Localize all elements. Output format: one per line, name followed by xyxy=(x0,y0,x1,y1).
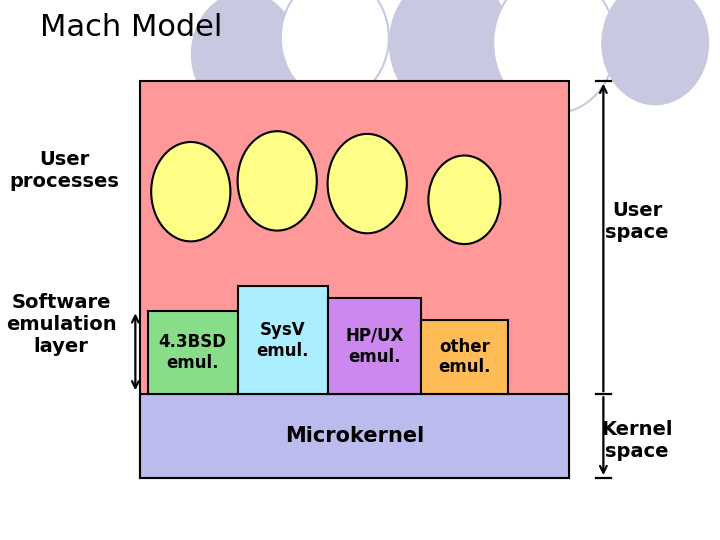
Ellipse shape xyxy=(428,156,500,244)
Bar xyxy=(148,310,238,394)
Text: User
space: User space xyxy=(606,201,669,242)
Ellipse shape xyxy=(601,0,709,105)
Bar xyxy=(140,394,569,478)
Text: Mach Model: Mach Model xyxy=(40,14,222,43)
Text: other
emul.: other emul. xyxy=(438,338,490,376)
Text: User
processes: User processes xyxy=(10,150,120,191)
Bar xyxy=(421,320,508,394)
Ellipse shape xyxy=(238,131,317,231)
Text: Software
emulation
layer: Software emulation layer xyxy=(6,293,117,355)
Text: SysV
emul.: SysV emul. xyxy=(256,321,309,360)
Text: 4.3BSD
emul.: 4.3BSD emul. xyxy=(158,333,227,372)
Text: Kernel
space: Kernel space xyxy=(601,420,673,461)
Text: Microkernel: Microkernel xyxy=(285,426,424,446)
Bar xyxy=(328,298,421,394)
Bar xyxy=(238,286,328,394)
Text: HP/UX
emul.: HP/UX emul. xyxy=(345,327,404,366)
Ellipse shape xyxy=(389,0,511,113)
Ellipse shape xyxy=(328,134,407,233)
Ellipse shape xyxy=(281,0,389,100)
Ellipse shape xyxy=(493,0,616,113)
Bar xyxy=(140,81,569,478)
Ellipse shape xyxy=(151,142,230,241)
Ellipse shape xyxy=(191,0,299,116)
